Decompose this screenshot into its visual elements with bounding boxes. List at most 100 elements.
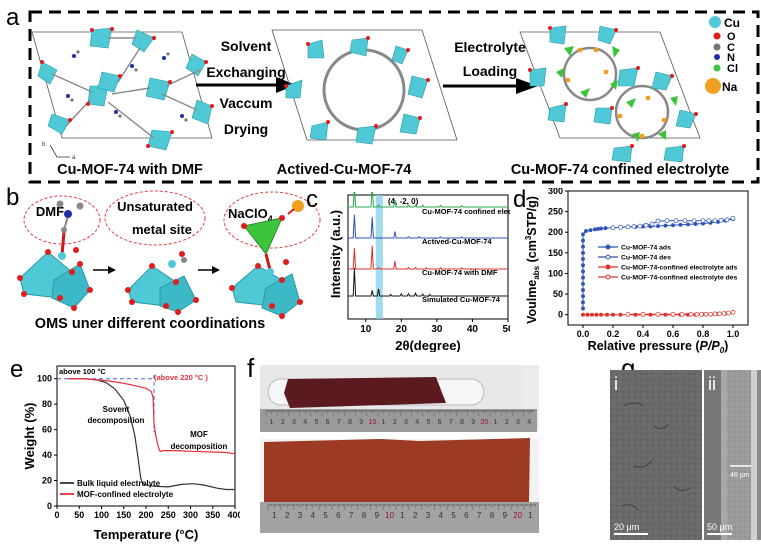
isotherm-point [726, 310, 731, 316]
isotherm-point [594, 312, 599, 317]
isotherm-ytick-label: 50 [553, 289, 563, 299]
legend-cu-icon [709, 16, 721, 28]
isotherm-point [585, 312, 590, 317]
isotherm-point [706, 218, 712, 224]
sem-sub-label-ii: ii [708, 374, 716, 394]
tga-annot-above220: (above 220 °C ) [154, 373, 208, 382]
isotherm-point [581, 306, 585, 311]
isotherm-point [703, 311, 709, 317]
tga-ylabel: Weight (%) [22, 403, 37, 470]
crystal-axes-icon [49, 144, 70, 158]
isotherm-legend-marker [605, 264, 611, 270]
isotherm-point [664, 218, 670, 224]
tga-ytick-label: 0 [47, 501, 52, 511]
xrd-highlight-band [375, 195, 383, 319]
xlabel-p0: P [711, 339, 720, 353]
isotherm-point [670, 311, 676, 317]
thickness-label: 46 μm [730, 472, 750, 479]
xrd-series-label: Simulated Cu-MOF-74 [422, 295, 501, 304]
isotherm-point [686, 222, 690, 227]
isotherm-point [581, 294, 585, 299]
panel-b: DMF Unsaturated metal site NaClO4 OMS un… [17, 190, 321, 332]
isotherm-point [691, 218, 697, 224]
caption-activated: Actived-Cu-MOF-74 [277, 162, 412, 178]
ruler-number: 9 [375, 511, 380, 520]
structure-confined [519, 25, 701, 163]
isotherm-point [581, 300, 585, 305]
ruler-number: 8 [490, 511, 495, 520]
ruler-number: 2 [393, 419, 397, 426]
ruler-number: 8 [348, 419, 352, 426]
xrd-plot-frame [347, 194, 509, 320]
tga-xtick-label: 400 [227, 510, 240, 520]
panel-label-e: e [10, 356, 24, 383]
isotherm-xtick-label: 0.0 [577, 329, 590, 339]
isotherm-point [581, 269, 585, 274]
step1-line1: Solvent [221, 38, 272, 54]
ruler-number: 3 [404, 419, 408, 426]
isotherm-point [610, 225, 616, 231]
bubble-naclo4: NaClO4 [228, 206, 273, 224]
ruler-number: 3 [292, 419, 296, 426]
structure-activated [271, 29, 458, 145]
xrd-highlight-label: (4, -2, 0) [388, 197, 419, 206]
isotherm-point [679, 311, 685, 317]
xrd-xlabel: 2θ(degree) [395, 338, 461, 352]
ruler-number: 5 [323, 511, 328, 520]
bubble-unsaturated-line1: Unsaturated [117, 199, 193, 214]
legend-n-icon [714, 54, 720, 60]
isotherm-point [724, 217, 730, 223]
isotherm-point [682, 218, 688, 224]
chart-xrd: Intensity (a.u.) (4, -2, 0) Simulated Cu… [328, 192, 510, 352]
tga-annot-mof-2: decomposition [171, 442, 228, 451]
ruler-number: 1 [528, 511, 533, 520]
tga-xtick-label: 350 [205, 510, 220, 520]
isotherm-point [581, 238, 585, 243]
ruler-number: 4 [527, 419, 531, 426]
rolled-film-icon [284, 377, 446, 408]
ruler-number: 7 [449, 419, 453, 426]
cluster-naclo4-coordinated [229, 200, 304, 319]
isotherm-point [678, 222, 683, 227]
legend-c-label: C [727, 42, 735, 54]
isotherm-legend-marker [605, 254, 611, 260]
ylabel-abs-sub: abs [532, 265, 541, 279]
tga-ytick-label: 80 [42, 399, 52, 409]
panel-label-a: a [6, 4, 20, 31]
ruler-number: 6 [438, 419, 442, 426]
scale-label-20um: 20 μm [614, 522, 639, 532]
tga-legend-label: MOF-confined electrolyte [77, 490, 174, 499]
tga-annot-solvent-1: Sovent [103, 405, 130, 414]
xlabel-slash: / [707, 339, 713, 353]
axis-a-label: a [72, 155, 76, 161]
isotherm-ytick-label: 150 [548, 248, 563, 258]
panel-label-c: c [306, 186, 318, 213]
ruler-number: 4 [439, 511, 444, 520]
panel-b-caption: OMS uner different coordinations [35, 316, 265, 332]
step1-line2: Exchanging [206, 64, 285, 80]
structure-dmf [31, 27, 214, 151]
isotherm-point [603, 226, 608, 231]
arrow-right-icon-1 [93, 266, 116, 274]
legend-cl-icon [713, 64, 721, 72]
flat-film-icon [264, 438, 530, 504]
isotherm-point [618, 312, 623, 317]
ruler-number: 1 [270, 419, 274, 426]
atom-legend: Cu O C N Cl Na [705, 16, 740, 94]
xrd-series-line [348, 192, 508, 208]
ruler-number: 4 [311, 511, 316, 520]
panel-label-f: f [247, 353, 255, 383]
cluster-dmf-coordinated [17, 200, 93, 311]
isotherm-xtick-label: 0.8 [697, 329, 710, 339]
tga-series-line [68, 378, 236, 455]
tga-ytick-label: 100 [37, 374, 52, 384]
xrd-series-label: Cu-MOF-74 with DMF [422, 268, 498, 277]
isotherm-point [671, 223, 675, 228]
ruler-number: 9 [503, 511, 508, 520]
tga-xtick-label: 50 [74, 510, 84, 520]
bubble-unsaturated-line2: metal site [132, 222, 192, 237]
isotherm-point [625, 224, 631, 230]
axis-b-label: b [42, 142, 46, 148]
isotherm-point [599, 312, 603, 317]
legend-c-icon [713, 43, 721, 51]
